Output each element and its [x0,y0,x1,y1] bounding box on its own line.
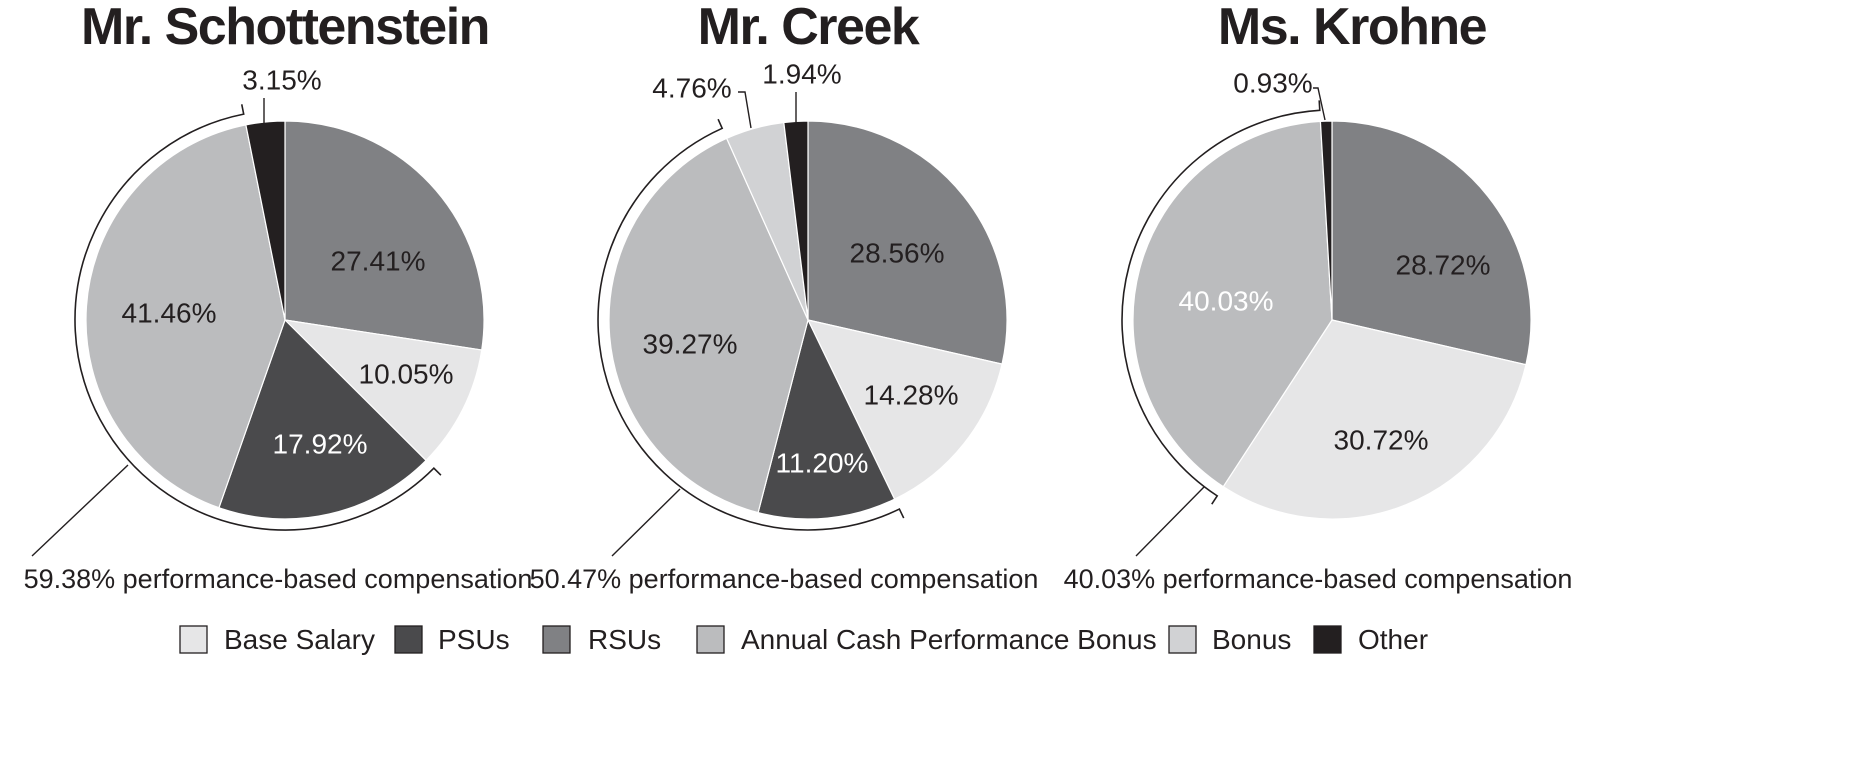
pie-slice-psus [757,318,896,520]
slice-label-base-salary: 14.28% [864,379,959,410]
legend-swatch [696,625,725,654]
legend-item-other: Other [1313,624,1428,655]
pie-chart-mr-creek: Mr. Creek 28.56% 14.28% 11.20% 39.27% 4.76% 1.… [530,0,1039,594]
pie-slice-other [1319,120,1333,321]
chart-title: Ms. Krohne [1218,0,1487,56]
legend-label: Annual Cash Performance Bonus [741,624,1157,655]
slice-leader-line [738,91,752,129]
slice-label-rsus: 27.41% [331,245,426,276]
legend-item-annual-cash-performance-bonus: Annual Cash Performance Bonus [696,624,1157,655]
slice-label-other: 1.94% [762,58,841,89]
performance-based-label: 50.47% performance-based compensation [530,564,1039,594]
slice-label-rsus: 28.72% [1396,249,1491,280]
performance-leader-line [31,464,129,557]
legend-swatch [1313,625,1342,654]
performance-bracket [1121,100,1321,505]
performance-bracket [74,104,442,531]
pie-slice-psus [218,318,427,520]
legend-label: Other [1358,624,1428,655]
legend-item-bonus: Bonus [1168,624,1291,655]
slice-label-rsus: 28.56% [850,237,945,268]
slice-label-annual-cash-performance-bonus: 40.03% [1179,285,1274,316]
slice-label-annual-cash-performance-bonus: 39.27% [643,328,738,359]
legend-swatch [394,625,423,654]
legend-item-rsus: RSUs [542,624,661,655]
slice-leader-line [1313,87,1326,121]
chart-title: Mr. Schottenstein [81,0,489,56]
pie-slice-other [245,120,286,321]
slice-label-psus: 11.20% [776,447,869,478]
performance-based-label: 40.03% performance-based compensation [1064,564,1573,594]
performance-based-label: 59.38% performance-based compensation [24,564,533,594]
pie-slice-rsus [284,120,485,351]
slice-label-other: 3.15% [242,64,321,95]
slice-label-annual-cash-performance-bonus: 41.46% [122,297,217,328]
legend-label: Base Salary [224,624,375,655]
pie-chart-mr-schottenstein: Mr. Schottenstein 27.41% 10.05% 17.92% 41.46… [24,0,533,594]
legend-swatch [1168,625,1197,654]
legend-swatch [179,625,208,654]
legend-swatch [542,625,571,654]
pie-chart-ms-krohne: Ms. Krohne 28.72% 30.72% 40.03% 0.93% 40.03% … [1064,0,1573,594]
performance-leader-line [611,488,681,557]
performance-leader-line [1135,486,1205,557]
pie-slice-rsus [807,120,1008,365]
slice-label-base-salary: 10.05% [359,358,454,389]
performance-bracket [597,118,905,531]
pie-charts: Mr. Schottenstein 27.41% 10.05% 17.92% 41.46… [24,0,1573,594]
slice-label-other: 0.93% [1233,67,1312,98]
pie-slice-base-salary [806,319,1003,500]
pie-slice-base-salary [283,319,483,462]
pie-slice-rsus [1331,120,1532,366]
pie-slice-annual-cash-performance-bonus [85,124,286,509]
legend: Base Salary PSUs RSUs Annual Cash Performan… [179,624,1428,655]
legend-item-psus: PSUs [394,624,510,655]
slice-label-base-salary: 30.72% [1334,424,1429,455]
slice-label-psus: 17.92% [273,428,368,459]
legend-item-base-salary: Base Salary [179,624,375,655]
slice-label-bonus: 4.76% [652,72,731,103]
pie-slice-annual-cash-performance-bonus [608,137,809,514]
pie-slice-annual-cash-performance-bonus [1132,120,1333,488]
legend-label: RSUs [588,624,661,655]
pie-slice-base-salary [1222,319,1527,520]
legend-label: Bonus [1212,624,1291,655]
chart-title: Mr. Creek [698,0,920,56]
legend-label: PSUs [438,624,510,655]
